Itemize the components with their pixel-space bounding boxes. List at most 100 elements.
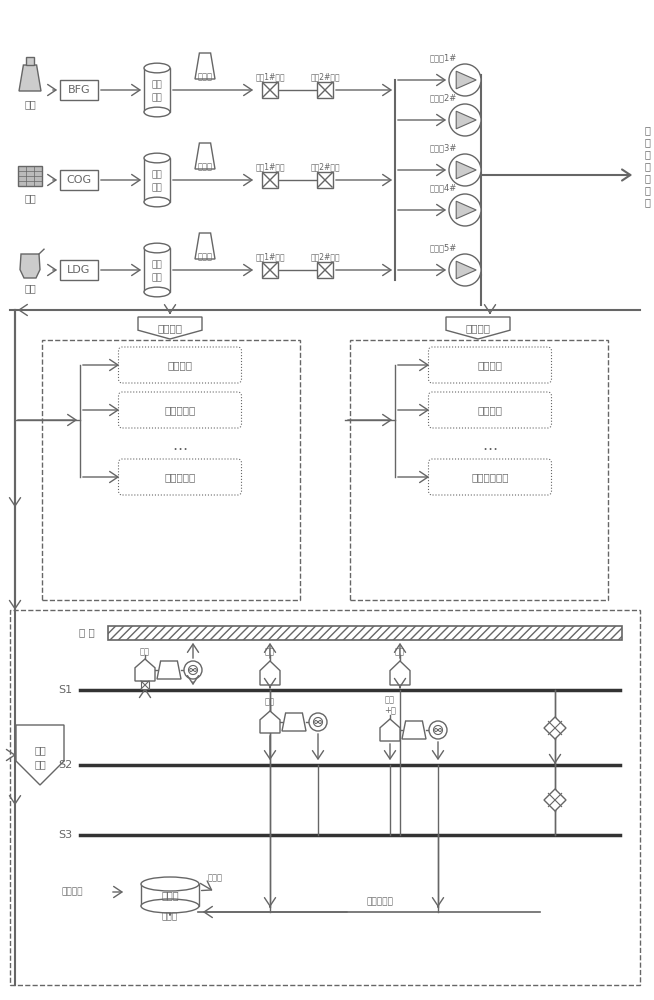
Circle shape [449, 194, 481, 226]
Text: 混: 混 [644, 161, 650, 171]
Bar [144, 68, 170, 112]
Circle shape [429, 721, 447, 739]
Text: 煤气: 煤气 [140, 648, 150, 656]
Text: 焦气2#蝶阀: 焦气2#蝶阀 [310, 162, 340, 171]
Ellipse shape [144, 63, 170, 73]
Ellipse shape [144, 243, 170, 253]
Bar [262, 262, 278, 278]
Text: 冷轧生产线: 冷轧生产线 [164, 472, 196, 482]
Polygon shape [446, 317, 510, 339]
Text: 气柜: 气柜 [152, 184, 162, 192]
Text: 冷凝水: 冷凝水 [207, 874, 222, 882]
Text: 高炉: 高炉 [152, 81, 162, 90]
Bar [262, 82, 278, 98]
Polygon shape [16, 725, 64, 785]
Polygon shape [456, 161, 476, 179]
Text: 高气2#蝶阀: 高气2#蝶阀 [310, 72, 340, 81]
Polygon shape [20, 254, 40, 278]
Text: BFG: BFG [67, 85, 90, 95]
Circle shape [309, 713, 327, 731]
Bar [141, 884, 199, 906]
Polygon shape [390, 661, 410, 685]
Bar [317, 262, 333, 278]
Text: 调节用户: 调节用户 [466, 323, 490, 333]
Text: 转气2#蝶阀: 转气2#蝶阀 [310, 252, 340, 261]
FancyBboxPatch shape [118, 347, 241, 383]
Text: 高炉: 高炉 [24, 99, 36, 109]
Text: 加压机5#: 加压机5# [430, 243, 456, 252]
Polygon shape [282, 713, 306, 731]
Text: 气: 气 [644, 197, 650, 207]
Polygon shape [544, 717, 566, 739]
Text: 厚板生产线: 厚板生产线 [164, 405, 196, 415]
Text: 或: 或 [644, 149, 650, 159]
Circle shape [184, 661, 202, 679]
Polygon shape [456, 261, 476, 279]
Text: 煤: 煤 [644, 185, 650, 195]
Polygon shape [195, 233, 215, 259]
FancyBboxPatch shape [118, 459, 241, 495]
Text: 余热: 余热 [265, 698, 275, 706]
Text: 高气1#蝶阀: 高气1#蝶阀 [255, 72, 284, 81]
Circle shape [449, 254, 481, 286]
Text: S3: S3 [58, 830, 72, 840]
Polygon shape [260, 661, 280, 685]
Polygon shape [544, 789, 566, 811]
Bar [108, 626, 622, 640]
Bar [350, 340, 608, 600]
Circle shape [449, 154, 481, 186]
Polygon shape [456, 71, 476, 89]
Bar [60, 80, 98, 100]
Text: 放散塔: 放散塔 [198, 162, 213, 172]
Polygon shape [19, 65, 41, 91]
Bar [144, 248, 170, 292]
Bar [144, 158, 170, 202]
Text: 焦化工序: 焦化工序 [477, 360, 502, 370]
Text: 焦气1#蝶阀: 焦气1#蝶阀 [255, 162, 284, 171]
Text: 锅炉给水: 锅炉给水 [61, 888, 83, 896]
Text: S2: S2 [58, 760, 72, 770]
Text: 煤气: 煤气 [385, 696, 395, 704]
Text: 放散塔: 放散塔 [198, 252, 213, 261]
Polygon shape [157, 661, 181, 679]
Text: 加压机1#: 加压机1# [430, 53, 456, 62]
Text: 冷凝水管道: 冷凝水管道 [366, 898, 394, 906]
Text: 用户: 用户 [34, 759, 46, 769]
Ellipse shape [144, 287, 170, 297]
Polygon shape [195, 53, 215, 79]
FancyBboxPatch shape [428, 459, 551, 495]
Text: 加压机3#: 加压机3# [429, 143, 456, 152]
Text: LDG: LDG [67, 265, 91, 275]
Text: 单: 单 [644, 125, 650, 135]
Text: 一: 一 [644, 137, 650, 147]
Bar [60, 260, 98, 280]
Text: 缓冲: 缓冲 [34, 745, 46, 755]
Ellipse shape [144, 107, 170, 117]
Bar [42, 340, 300, 600]
Text: 除氧器: 除氧器 [161, 890, 179, 900]
Text: 无缝管生产线: 无缝管生产线 [472, 472, 509, 482]
Polygon shape [380, 719, 400, 741]
Text: …: … [173, 438, 188, 452]
Text: 石灰工序: 石灰工序 [477, 405, 502, 415]
Text: 补充水: 补充水 [162, 912, 178, 922]
Text: 气柜: 气柜 [152, 273, 162, 282]
Bar [26, 57, 34, 65]
Polygon shape [195, 143, 215, 169]
Text: COG: COG [67, 175, 92, 185]
Text: …: … [483, 438, 498, 452]
Polygon shape [456, 111, 476, 129]
Bar [141, 681, 149, 689]
Bar [317, 172, 333, 188]
Circle shape [449, 104, 481, 136]
FancyBboxPatch shape [118, 392, 241, 428]
Text: 余热: 余热 [395, 648, 405, 656]
Text: 棒线工序: 棒线工序 [167, 360, 192, 370]
Polygon shape [135, 659, 155, 681]
FancyBboxPatch shape [428, 392, 551, 428]
Text: 刚性用户: 刚性用户 [158, 323, 182, 333]
Bar [18, 166, 42, 186]
Ellipse shape [144, 153, 170, 163]
Text: 转炉: 转炉 [152, 260, 162, 269]
Text: 加压机4#: 加压机4# [430, 184, 456, 192]
